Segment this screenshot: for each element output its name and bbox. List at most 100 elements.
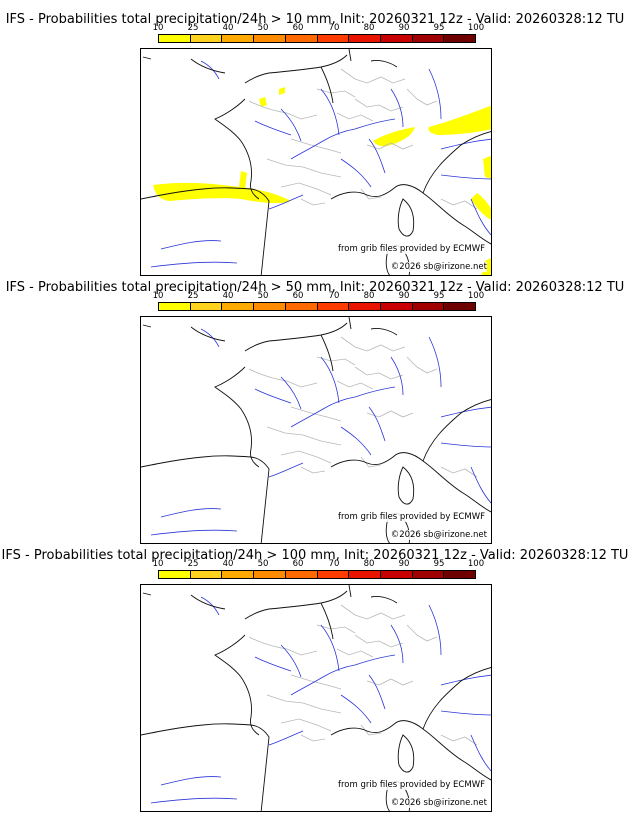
- basemap: [141, 585, 491, 811]
- admin-border: [360, 456, 382, 468]
- river: [160, 240, 222, 250]
- scale-swatch: [190, 571, 223, 578]
- admin-border: [354, 98, 404, 112]
- river: [354, 386, 396, 398]
- scale-tick-label: 100: [467, 23, 485, 33]
- river: [390, 624, 404, 664]
- admin-border: [248, 636, 318, 656]
- scale-swatch: [444, 303, 476, 310]
- probability-scale: 10 25 40 50 60 70 80 90 95 100: [153, 559, 485, 586]
- river: [440, 674, 491, 686]
- admin-border: [336, 112, 374, 122]
- scale-tick-label: 25: [187, 559, 199, 569]
- river: [368, 674, 386, 710]
- admin-border: [354, 366, 404, 380]
- river: [320, 356, 340, 404]
- scale-swatch: [190, 35, 223, 42]
- scale-swatch: [380, 35, 413, 42]
- scale-swatch: [444, 35, 476, 42]
- scale-swatch: [317, 571, 350, 578]
- scale-swatch: [285, 571, 318, 578]
- river: [428, 68, 442, 120]
- scale-tick-label: 80: [363, 559, 375, 569]
- admin-border: [406, 88, 438, 106]
- admin-border: [280, 718, 332, 732]
- scale-tick-label: 70: [328, 23, 340, 33]
- admin-border: [266, 158, 342, 178]
- scale-tick-label: 90: [398, 559, 410, 569]
- admin-border: [266, 426, 342, 446]
- river: [268, 194, 304, 210]
- scale-bar: [158, 302, 476, 311]
- scale-swatch: [254, 571, 286, 578]
- source-credit: from grib files provided by ECMWF: [338, 244, 485, 254]
- river: [200, 328, 220, 348]
- river: [268, 462, 304, 478]
- river: [200, 60, 220, 80]
- admin-border: [290, 138, 342, 154]
- scale-tick-label: 95: [433, 291, 445, 301]
- admin-border: [340, 604, 406, 620]
- admin-border: [440, 734, 478, 746]
- admin-border: [316, 356, 356, 366]
- river: [440, 442, 491, 448]
- scale-swatch: [254, 35, 286, 42]
- river: [368, 406, 386, 442]
- admin-border: [336, 648, 374, 658]
- admin-border: [248, 100, 318, 120]
- admin-border: [300, 734, 326, 742]
- scale-tick-label: 50: [257, 23, 269, 33]
- panel-title: IFS - Probabilities total precipitation/…: [1, 548, 629, 563]
- river: [280, 376, 302, 410]
- scale-bar: [158, 34, 476, 43]
- basemap: [141, 317, 491, 543]
- scale-swatch: [190, 303, 223, 310]
- coastline: [141, 317, 491, 543]
- river: [340, 694, 372, 724]
- scale-tick-label: 10: [152, 291, 164, 301]
- scale-swatch: [285, 303, 318, 310]
- scale-swatch: [159, 35, 191, 42]
- panel-title: IFS - Probabilities total precipitation/…: [5, 280, 625, 295]
- river: [440, 406, 491, 418]
- admin-border: [354, 634, 404, 648]
- river: [268, 730, 304, 746]
- scale-swatch: [254, 303, 286, 310]
- scale-swatch: [222, 35, 255, 42]
- scale-tick-label: 70: [328, 559, 340, 569]
- corsica-coastline: [397, 198, 415, 237]
- copyright-credit: ©2026 sb@irizone.net: [390, 798, 487, 808]
- map-panel-100mm: IFS - Probabilities total precipitation/…: [0, 536, 630, 812]
- scale-bar: [158, 570, 476, 579]
- scale-swatch: [349, 571, 381, 578]
- admin-border: [340, 336, 406, 352]
- admin-border: [316, 88, 356, 98]
- map-panel-50mm: IFS - Probabilities total precipitation/…: [0, 268, 630, 544]
- river: [150, 797, 238, 804]
- river: [320, 88, 340, 136]
- river: [290, 664, 356, 696]
- probability-scale: 10 25 40 50 60 70 80 90 95 100: [153, 23, 485, 50]
- coastline: [141, 49, 491, 275]
- scale-swatch: [159, 303, 191, 310]
- river: [354, 654, 396, 666]
- scale-tick-label: 50: [257, 559, 269, 569]
- river: [280, 644, 302, 678]
- scale-swatch: [349, 303, 381, 310]
- scale-swatch: [412, 35, 445, 42]
- river: [470, 734, 491, 772]
- scale-swatch: [412, 571, 445, 578]
- scale-swatch: [317, 303, 350, 310]
- river: [290, 396, 356, 428]
- river: [390, 356, 404, 396]
- admin-border: [360, 724, 382, 736]
- admin-border: [300, 466, 326, 474]
- river: [200, 596, 220, 616]
- admin-border: [336, 380, 374, 390]
- scale-ticks: 10 25 40 50 60 70 80 90 95 100: [153, 23, 485, 34]
- river: [428, 604, 442, 656]
- scale-swatch: [285, 35, 318, 42]
- scale-ticks: 10 25 40 50 60 70 80 90 95 100: [153, 559, 485, 570]
- scale-tick-label: 10: [152, 559, 164, 569]
- scale-swatch: [412, 303, 445, 310]
